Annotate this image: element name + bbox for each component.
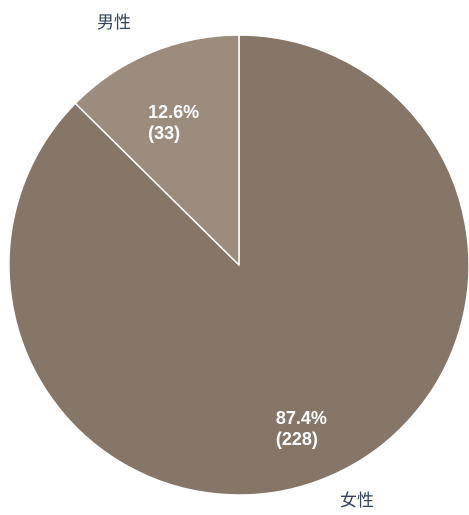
- category-label-male: 男性: [97, 13, 131, 33]
- data-label-percent-male: 12.6%: [148, 102, 199, 122]
- pie-data-labels: 87.4%(228) 12.6%(33): [148, 102, 327, 449]
- category-label-female: 女性: [340, 491, 374, 511]
- pie-slices: [8, 34, 469, 496]
- data-label-count-female: (228): [276, 429, 318, 449]
- data-label-count-male: (33): [148, 123, 180, 143]
- pie-slice-male: [74, 34, 240, 266]
- data-label-percent-female: 87.4%: [276, 408, 327, 428]
